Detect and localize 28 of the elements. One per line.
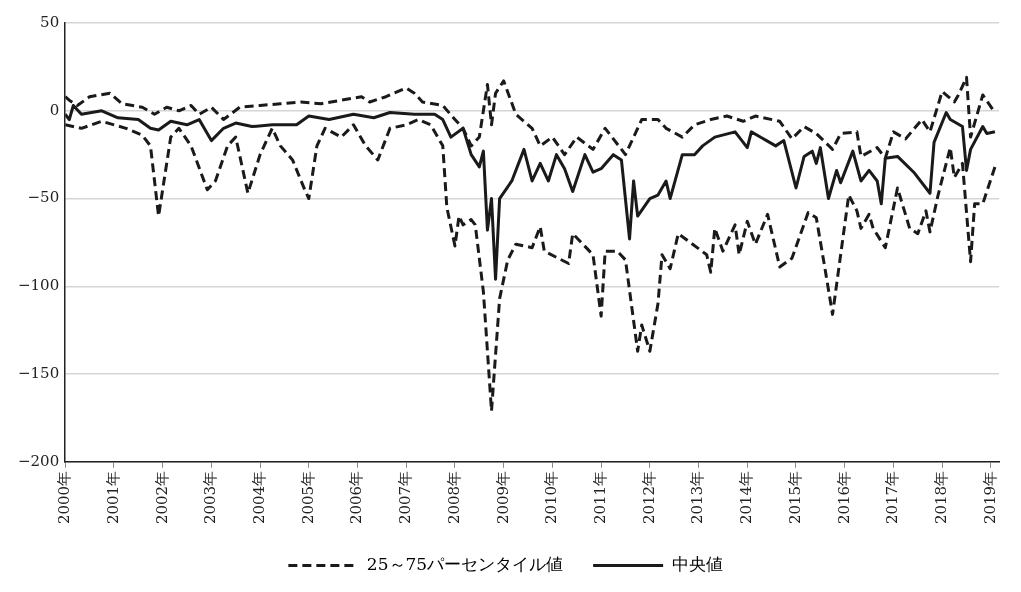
- legend-label: 中央値: [671, 553, 723, 574]
- x-tick-label: 2014年: [737, 470, 756, 525]
- x-tick-label: 2015年: [785, 470, 804, 525]
- x-tick-label: 2018年: [932, 470, 951, 525]
- legend-label: 25～75パーセンタイル値: [366, 553, 564, 574]
- y-tick-label: −50: [27, 188, 60, 207]
- y-tick-label: 0: [49, 100, 60, 119]
- y-tick-label: 50: [40, 12, 60, 31]
- x-tick-label: 2007年: [396, 470, 415, 525]
- y-tick-label: −150: [18, 363, 60, 382]
- x-tick-label: 2009年: [493, 470, 512, 525]
- x-tick-label: 2000年: [55, 470, 74, 525]
- x-tick-label: 2008年: [444, 470, 463, 525]
- x-tick-label: 2001年: [103, 470, 122, 525]
- x-tick-label: 2011年: [591, 470, 610, 525]
- x-tick-label: 2004年: [249, 470, 268, 525]
- x-tick-label: 2002年: [152, 470, 171, 525]
- x-tick-label: 2016年: [834, 470, 853, 525]
- y-tick-label: −100: [18, 276, 60, 295]
- y-tick-label: −200: [18, 451, 60, 470]
- x-tick-label: 2017年: [883, 470, 902, 525]
- x-tick-label: 2005年: [298, 470, 317, 525]
- x-tick-label: 2010年: [542, 470, 561, 525]
- x-tick-label: 2013年: [688, 470, 707, 525]
- x-tick-label: 2019年: [980, 470, 999, 525]
- x-tick-label: 2012年: [639, 470, 658, 525]
- x-tick-label: 2006年: [347, 470, 366, 525]
- x-tick-label: 2003年: [201, 470, 220, 525]
